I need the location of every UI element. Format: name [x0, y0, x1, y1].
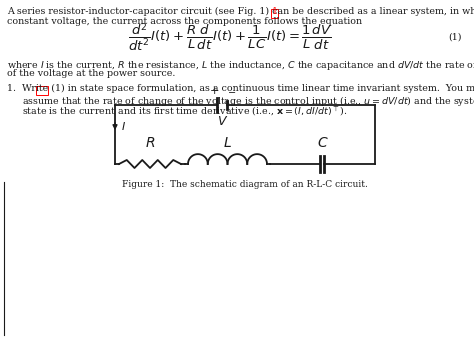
Text: $V$: $V$ — [218, 115, 228, 128]
Text: $C$: $C$ — [317, 136, 328, 150]
Text: +: + — [210, 86, 219, 96]
Text: A series resistor-inductor-capacitor circuit (see Fig.: A series resistor-inductor-capacitor cir… — [7, 7, 259, 16]
Text: (1): (1) — [448, 32, 462, 41]
Text: of the voltage at the power source.: of the voltage at the power source. — [7, 69, 175, 78]
Text: where $I$ is the current, $R$ the resistance, $L$ the inductance, $C$ the capaci: where $I$ is the current, $R$ the resist… — [7, 59, 474, 72]
Text: $I$: $I$ — [121, 121, 126, 132]
Text: A series resistor-inductor-capacitor circuit (see Fig. 1) can be described as a : A series resistor-inductor-capacitor cir… — [7, 7, 474, 16]
Text: $R$: $R$ — [145, 136, 155, 150]
Text: constant voltage, the current across the components follows the equation: constant voltage, the current across the… — [7, 17, 362, 26]
Text: state is the current and its first time derivative (i.e., $\mathbf{x} = (I, dI/d: state is the current and its first time … — [7, 104, 347, 118]
Text: $\dfrac{d^2}{dt^2}I(t) + \dfrac{R}{L}\dfrac{d}{dt}I(t) + \dfrac{1}{LC}I(t) = \df: $\dfrac{d^2}{dt^2}I(t) + \dfrac{R}{L}\df… — [128, 21, 332, 53]
Text: 1: 1 — [272, 7, 277, 16]
Text: 1.  Write (1) in state space formulation, as a continuous time linear time invar: 1. Write (1) in state space formulation,… — [7, 84, 474, 93]
Text: $L$: $L$ — [223, 136, 232, 150]
Text: $-$: $-$ — [228, 87, 237, 96]
Text: Figure 1:  The schematic diagram of an R-L-C circuit.: Figure 1: The schematic diagram of an R-… — [122, 180, 368, 189]
Text: assume that the rate of change of the voltage is the control input (i.e., $u = d: assume that the rate of change of the vo… — [7, 94, 474, 108]
